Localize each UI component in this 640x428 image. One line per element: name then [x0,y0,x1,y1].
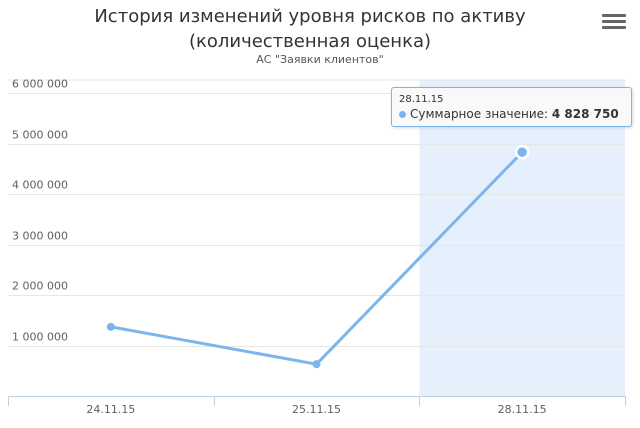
y-tick-label: 3 000 000 [12,230,68,243]
tooltip-date: 28.11.15 [399,94,444,105]
x-tick-label: 28.11.15 [498,403,547,416]
chart-subtitle: АС "Заявки клиентов" [256,53,384,66]
data-point [514,144,530,160]
highlight-band [419,80,625,396]
y-tick-label: 4 000 000 [12,179,68,192]
data-point [106,322,115,331]
chart-tooltip: 28.11.15 Суммарное значение: 4 828 750 [391,87,632,127]
y-tick-label: 6 000 000 [12,78,68,91]
data-point [312,360,321,369]
y-tick-label: 1 000 000 [12,331,68,344]
tooltip-label: Суммарное значение: [410,107,549,121]
series-dot-icon [399,111,406,118]
y-tick-label: 5 000 000 [12,129,68,142]
y-tick-label: 2 000 000 [12,280,68,293]
x-tick-label: 25.11.15 [292,403,341,416]
chart-title: История изменений уровня рисков по актив… [94,6,526,52]
x-tick-label: 24.11.15 [86,403,135,416]
menu-icon[interactable] [602,14,626,34]
tooltip-value: 4 828 750 [551,107,619,121]
